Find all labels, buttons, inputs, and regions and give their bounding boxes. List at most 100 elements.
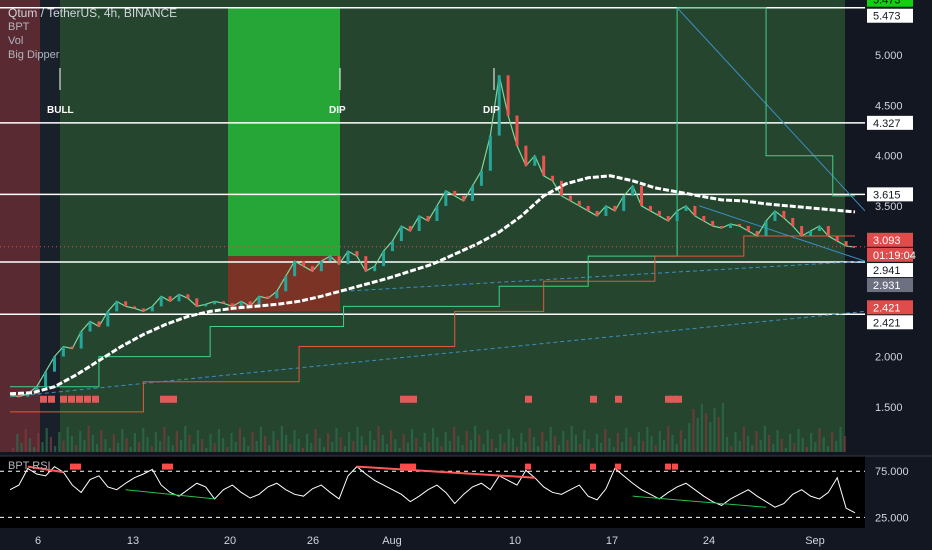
- volume-bar: [310, 443, 313, 452]
- trendline-falling: [676, 7, 866, 212]
- volume-bar: [486, 430, 489, 452]
- volume-bar: [537, 446, 540, 452]
- volume-bar: [499, 434, 502, 452]
- volume-bar: [226, 447, 229, 452]
- volume-bar: [343, 446, 346, 452]
- candle: [177, 294, 181, 302]
- candle: [577, 200, 581, 206]
- candle: [248, 301, 252, 307]
- candle: [453, 190, 457, 196]
- volume-bar: [545, 441, 548, 452]
- volume-bar: [831, 432, 834, 452]
- volume-bar: [616, 433, 619, 452]
- volume-bar: [742, 427, 745, 452]
- candle: [728, 223, 732, 229]
- candle: [568, 195, 572, 201]
- candle: [826, 226, 830, 237]
- volume-bar: [419, 447, 422, 452]
- candle: [88, 321, 92, 332]
- volume-bar: [322, 447, 325, 452]
- volume-bar: [142, 428, 145, 452]
- rsi-signal-marker: [75, 463, 81, 470]
- candle: [720, 226, 724, 229]
- signal-marker: [400, 395, 407, 403]
- volume-bar: [427, 442, 430, 452]
- volume-bar: [629, 437, 632, 452]
- volume-bar: [839, 427, 842, 452]
- volume-bar: [843, 436, 846, 452]
- rsi-signal-marker: [405, 463, 411, 470]
- volume-bar: [394, 439, 397, 452]
- signal-marker: [405, 395, 412, 403]
- signal-marker: [84, 395, 91, 403]
- price-tag-label: 4.327: [873, 118, 901, 130]
- volume-bar: [209, 434, 212, 452]
- volume-bar: [96, 444, 99, 452]
- candle: [746, 226, 750, 232]
- volume-bar: [20, 443, 23, 452]
- candle: [604, 205, 608, 216]
- volume-bar: [490, 439, 493, 452]
- volume-bar: [650, 436, 653, 452]
- volume-bar: [369, 431, 372, 452]
- signal-marker: [170, 395, 177, 403]
- volume-bar: [339, 437, 342, 452]
- candle: [844, 241, 848, 247]
- volume-bar: [289, 444, 292, 452]
- candle: [835, 236, 839, 242]
- price-tag-label: 5.473: [873, 11, 901, 23]
- price-tag: [867, 8, 913, 23]
- volume-bar: [222, 438, 225, 452]
- volume-bar: [180, 440, 183, 452]
- volume-bar: [247, 446, 250, 452]
- volume-bar: [360, 436, 363, 452]
- volume-bar: [604, 429, 607, 452]
- volume-bar: [625, 428, 628, 452]
- volume-bar: [415, 438, 418, 452]
- volume-bar: [259, 427, 262, 452]
- volume-bar: [377, 426, 380, 452]
- volume-bar: [558, 445, 561, 452]
- volume-bar: [276, 440, 279, 452]
- volume-bar: [583, 430, 586, 452]
- candle: [97, 321, 101, 327]
- volume-bar: [553, 436, 556, 452]
- volume-bar: [175, 431, 178, 452]
- volume-bar: [717, 417, 720, 452]
- volume-bar: [121, 429, 124, 452]
- signal-marker: [40, 395, 47, 403]
- trendline-upper: [343, 260, 866, 292]
- volume-bar: [700, 404, 703, 452]
- volume-bar: [352, 441, 355, 452]
- candle: [355, 251, 359, 257]
- volume-bar: [721, 403, 724, 452]
- volume-bar: [726, 437, 729, 452]
- volume-bar: [679, 430, 682, 452]
- volume-bar: [243, 437, 246, 452]
- candle: [275, 291, 279, 299]
- volume-bar: [385, 444, 388, 452]
- volume-bar: [423, 433, 426, 452]
- candle: [124, 301, 128, 307]
- candle: [533, 155, 537, 166]
- price-tag-label: 2.421: [873, 317, 901, 329]
- volume-bar: [608, 438, 611, 452]
- y-tick-label: 1.500: [875, 402, 903, 414]
- candle: [613, 205, 617, 211]
- volume-bar: [684, 439, 687, 452]
- candle: [141, 308, 145, 312]
- volume-bar: [772, 444, 775, 452]
- volume-bar: [411, 429, 414, 452]
- legend-big-dipper: Big Dipper: [8, 49, 60, 61]
- volume-bar: [54, 446, 57, 452]
- volume-bar: [335, 428, 338, 452]
- candle: [70, 346, 74, 349]
- volume-bar: [62, 441, 65, 452]
- volume-bar: [100, 430, 103, 452]
- volume-bar: [129, 447, 132, 452]
- candle: [693, 205, 697, 216]
- candle: [159, 296, 163, 307]
- neutral-zone: [40, 0, 60, 452]
- volume-bar: [45, 428, 48, 452]
